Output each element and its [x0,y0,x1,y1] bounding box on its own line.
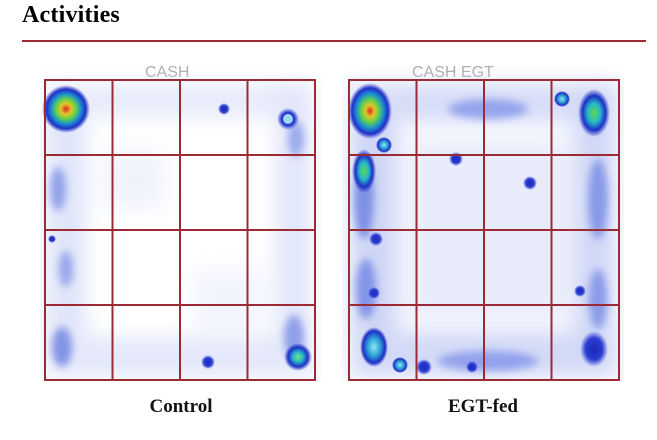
arena-grid [44,79,316,381]
egt-fed-heatmap: CASH EGT [348,64,620,381]
panel-header-text: CASH EGT [412,64,494,81]
hotspot-top-left [42,85,90,133]
hotspot-bottom-right [580,331,608,367]
arena-grid [348,79,620,381]
egt-fed-heatmap-panel: CASH EGT [342,63,624,381]
egt-fed-caption: EGT-fed [447,396,519,417]
control-heatmap: CASH [42,64,316,381]
hotspot-top-left [348,83,392,139]
hotspot-bottom-right [284,343,312,371]
title-divider [22,40,646,42]
hotspot-top-right [578,89,610,137]
page-title: Activities [22,2,120,28]
panel-header-text: CASH [145,64,189,81]
control-caption: Control [149,396,213,417]
control-heatmap-panel: CASH [40,63,322,381]
hotspot-bottom-left [360,327,388,367]
